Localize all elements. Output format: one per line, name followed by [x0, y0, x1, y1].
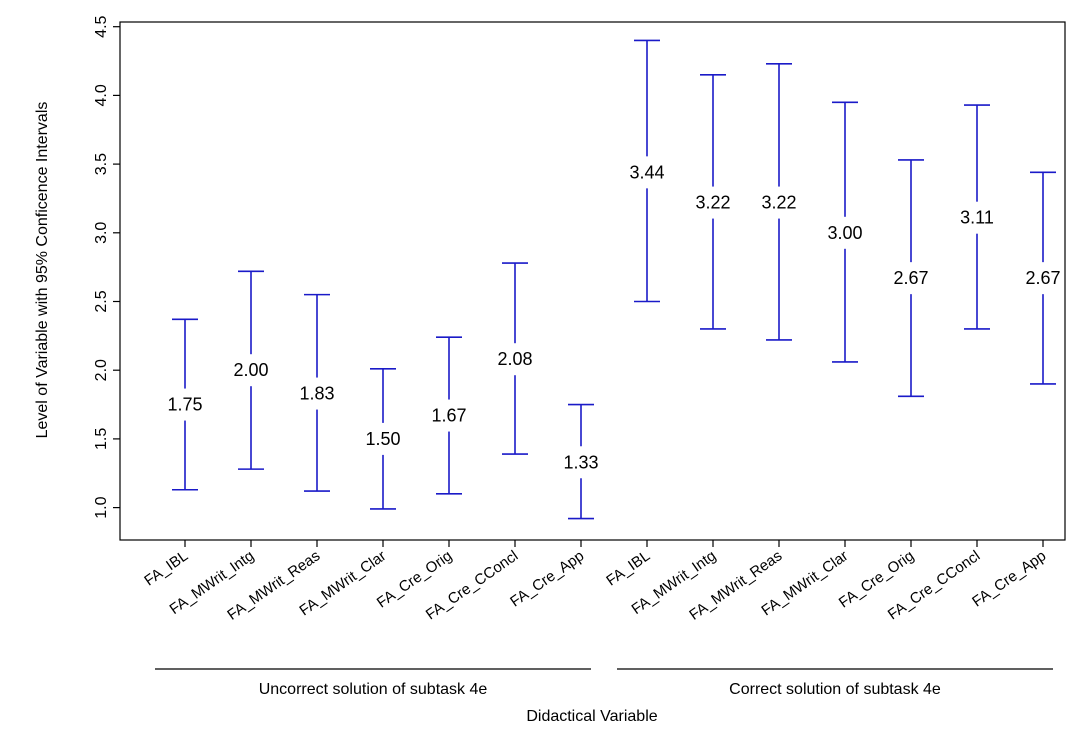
error-bar-group: 2.67: [893, 159, 929, 398]
error-bar-group: 2.08: [497, 262, 533, 455]
error-bar-group: 3.00: [827, 101, 863, 363]
x-tick-label: FA_IBL: [603, 547, 653, 589]
error-bar-group: 3.44: [629, 39, 665, 303]
y-axis: 1.0 1.5 2.0 2.5 3.0 3.5 4.0 4.5: [93, 15, 120, 519]
y-tick-label: 4.0: [93, 84, 110, 106]
error-bar-group: 1.75: [167, 318, 203, 491]
mean-label: 3.00: [827, 223, 862, 243]
x-tick-label: FA_Cre_App: [969, 547, 1049, 610]
y-tick-label: 3.5: [93, 153, 110, 175]
mean-label: 1.33: [563, 452, 598, 472]
y-tick-label: 2.0: [93, 359, 110, 381]
y-tick-label: 1.5: [93, 428, 110, 450]
y-tick-label: 1.0: [93, 496, 110, 518]
mean-label: 3.44: [629, 162, 664, 182]
x-axis-label: Didactical Variable: [526, 708, 657, 725]
mean-label: 3.22: [695, 193, 730, 213]
mean-label: 1.67: [431, 406, 466, 426]
group-label: Correct solution of subtask 4e: [729, 681, 941, 698]
x-axis: FA_IBLFA_MWrit_IntgFA_MWrit_ReasFA_MWrit…: [141, 540, 1049, 624]
mean-label: 2.08: [497, 349, 532, 369]
error-bar-group: 3.22: [761, 62, 797, 341]
group-label: Uncorrect solution of subtask 4e: [259, 681, 488, 698]
error-bar-group: 2.00: [233, 270, 269, 470]
mean-label: 1.83: [299, 384, 334, 404]
x-tick-label: FA_Cre_App: [507, 547, 587, 610]
plot-frame: [119, 21, 1066, 541]
y-axis-label: Level of Variable with 95% Conficence In…: [34, 102, 51, 439]
mean-label: 1.75: [167, 395, 202, 415]
mean-label: 3.22: [761, 193, 796, 213]
mean-label: 1.50: [365, 429, 400, 449]
error-bar-group: 2.67: [1025, 171, 1061, 385]
error-bar-group: 1.67: [431, 336, 467, 495]
plot-border: [119, 21, 1066, 541]
group-brackets: Uncorrect solution of subtask 4e Correct …: [155, 668, 1053, 698]
mean-label: 2.00: [233, 360, 268, 380]
y-tick-label: 4.5: [93, 15, 110, 37]
mean-label: 3.11: [960, 208, 994, 228]
error-bar-group: 3.11: [960, 104, 994, 330]
mean-label: 2.67: [893, 268, 928, 288]
y-tick-label: 3.0: [93, 222, 110, 244]
error-bar-group: 1.50: [365, 368, 401, 510]
error-bar-group: 1.83: [299, 293, 335, 492]
error-bar-group: 3.22: [695, 73, 731, 330]
error-bar-group: 1.33: [563, 403, 599, 520]
mean-label: 2.67: [1025, 268, 1060, 288]
y-tick-label: 2.5: [93, 290, 110, 312]
x-tick-label: FA_IBL: [141, 547, 191, 589]
error-bars: 1.75 2.00 1.83 1.50 1.67 2.08 1.33 3.44 3.22 3.22…: [167, 39, 1061, 520]
